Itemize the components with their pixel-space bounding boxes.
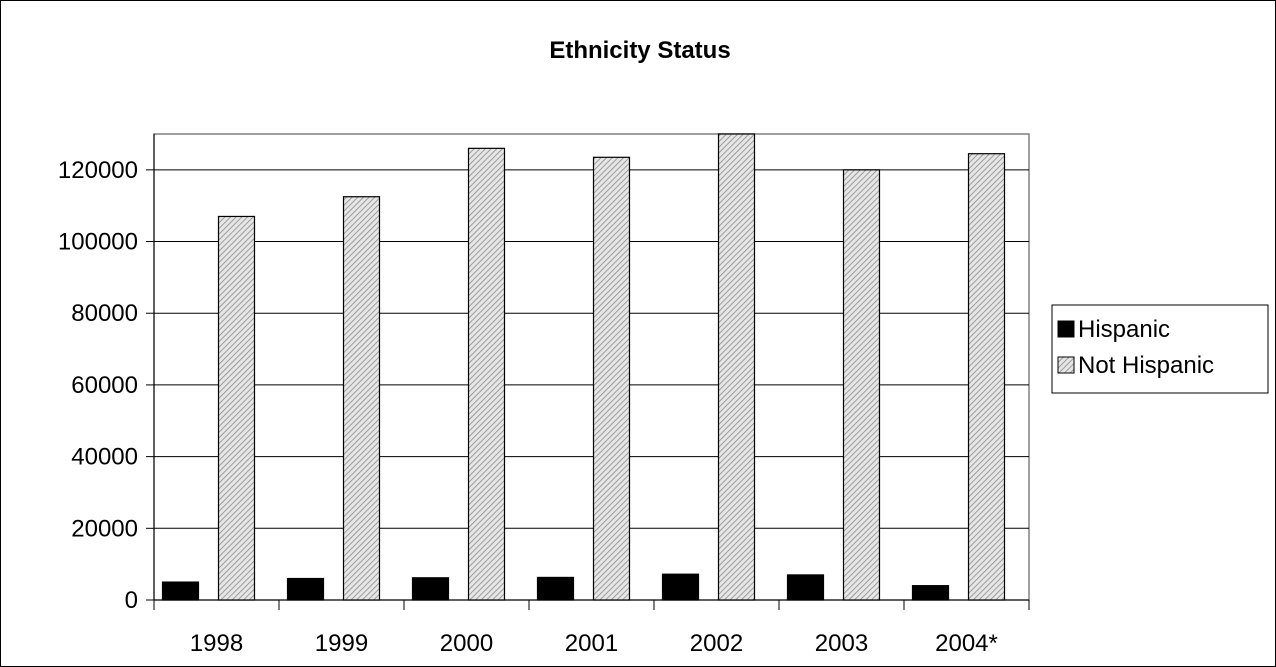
bar-not-hispanic [342,196,381,601]
legend-label: Hispanic [1078,316,1170,343]
legend-box [1051,304,1269,394]
bar-not-hispanic [717,133,756,601]
legend-swatch-not-hispanic [1057,356,1075,374]
bar-hispanic [786,574,825,601]
bar-hispanic [911,585,950,601]
x-tick-label: 2000 [440,630,493,657]
x-tick-label: 2003 [815,630,868,657]
x-tick-label: 1998 [190,630,243,657]
bar-not-hispanic [592,156,631,601]
x-tick-label: 2001 [565,630,618,657]
bar-not-hispanic [967,153,1006,601]
plot-area: 0 20000 40000 60000 80000 100000 120000 1998 199… [58,133,1030,657]
bar-not-hispanic [467,147,506,601]
bar-hispanic [286,577,325,601]
chart-legend: Hispanic Not Hispanic [1051,304,1269,394]
y-tick-label: 0 [125,587,138,614]
bar-hispanic [411,577,450,601]
bar-hispanic [536,576,575,601]
bar-hispanic [161,581,200,601]
y-tick-label: 120000 [58,157,138,184]
y-tick-label: 80000 [71,300,138,327]
y-tick-label: 20000 [71,515,138,542]
y-tick-label: 100000 [58,229,138,256]
bar-hispanic [661,573,700,601]
legend-swatch-hispanic [1057,320,1075,338]
plot-border [153,133,1030,601]
y-tick-label: 40000 [71,444,138,471]
bar-not-hispanic [217,215,256,601]
legend-label: Not Hispanic [1078,352,1214,379]
x-tick-label: 1999 [315,630,368,657]
y-tick-label: 60000 [71,372,138,399]
bar-not-hispanic [842,169,881,601]
x-tick-label: 2002 [690,630,743,657]
x-tick-label: 2004* [935,630,998,657]
chart-title: Ethnicity Status [549,37,730,64]
